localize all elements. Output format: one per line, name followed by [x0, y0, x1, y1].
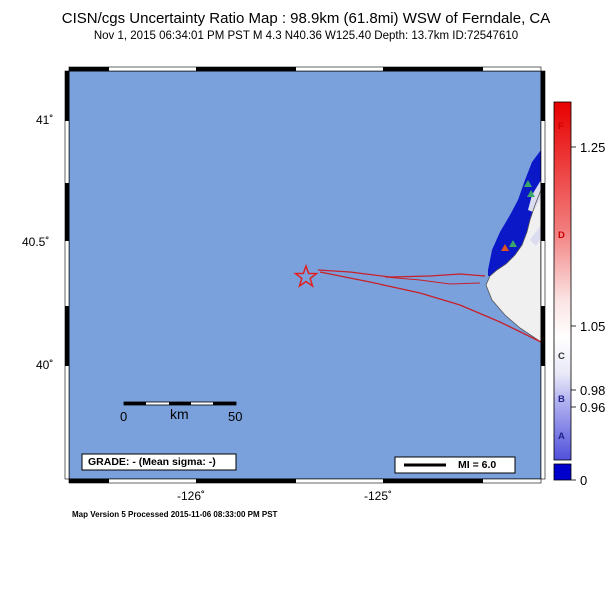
colorbar-grade-d: D: [558, 230, 565, 241]
map-border-ticks: [64, 66, 546, 484]
colorbar-grade-a: A: [558, 431, 565, 442]
colorbar-grade-f: F: [558, 121, 564, 132]
grade-text: GRADE: - (Mean sigma: -): [88, 456, 216, 468]
fault-line-mendocino: [317, 269, 486, 278]
fault-line-southern: [319, 271, 541, 343]
colorbar-ticks: [571, 146, 576, 481]
scale-bar-unit: km: [170, 406, 189, 422]
mi-legend-text: MI = 6.0: [458, 459, 497, 471]
scale-bar-max: 50: [228, 409, 243, 424]
colorbar-grade-c: C: [558, 351, 565, 362]
station-marker[interactable]: [524, 180, 532, 187]
star-icon[interactable]: [293, 263, 319, 288]
fault-line-branch: [384, 276, 481, 285]
colorbar-value-0-98: 0.98: [580, 383, 606, 398]
lat-tick-40-5: 40.5˚: [22, 235, 50, 249]
scale-bar-min: 0: [120, 409, 128, 424]
ocean-area: [69, 71, 541, 479]
lat-tick-40: 40˚: [36, 358, 54, 372]
station-marker[interactable]: [501, 244, 509, 251]
map-subtitle: Nov 1, 2015 06:34:01 PM PST M 4.3 N40.36…: [93, 30, 519, 42]
lon-tick-126: -126˚: [177, 489, 206, 503]
colorbar-value-0-96: 0.96: [580, 400, 606, 415]
mi-legend-box: [394, 456, 516, 474]
lon-tick-125: -125˚: [364, 489, 393, 503]
colorbar-value-1-05: 1.05: [580, 319, 606, 334]
map-footer: Map Version 5 Processed 2015-11-06 08:33…: [72, 510, 278, 519]
lat-tick-41: 41˚: [36, 113, 54, 127]
colorbar-grade-b: B: [558, 394, 565, 405]
colorbar-zero-swatch: [553, 463, 572, 481]
colorbar-value-0: 0: [580, 473, 588, 488]
scale-bar: [123, 401, 237, 406]
colorbar: [553, 101, 572, 461]
coastline: [485, 189, 541, 343]
colorbar-value-1-25: 1.25: [580, 140, 606, 155]
map-title: CISN/cgs Uncertainty Ratio Map : 98.9km …: [61, 10, 551, 27]
grade-box: [81, 453, 237, 471]
land-area: [486, 190, 541, 342]
station-marker[interactable]: [527, 190, 535, 197]
station-marker[interactable]: [509, 240, 517, 247]
